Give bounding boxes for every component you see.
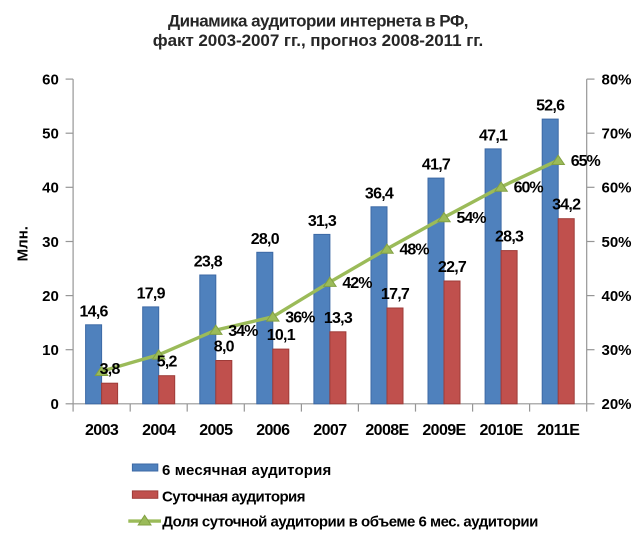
svg-text:50%: 50% (602, 234, 632, 251)
svg-text:Суточная аудитория: Суточная аудитория (162, 489, 305, 506)
svg-text:20%: 20% (602, 396, 632, 413)
svg-text:54%: 54% (457, 210, 487, 227)
svg-text:23,8: 23,8 (194, 254, 223, 271)
svg-text:2003: 2003 (85, 422, 119, 439)
svg-text:8,0: 8,0 (214, 339, 235, 356)
svg-text:10,1: 10,1 (267, 327, 296, 344)
svg-text:10: 10 (42, 342, 59, 359)
svg-text:40: 40 (42, 180, 59, 197)
svg-text:34,2: 34,2 (552, 197, 581, 214)
svg-text:36,4: 36,4 (365, 185, 394, 202)
svg-text:30: 30 (42, 234, 59, 251)
svg-text:80%: 80% (602, 71, 632, 88)
svg-text:факт 2003-2007 гг., прогноз 20: факт 2003-2007 гг., прогноз 2008-2011 гг… (153, 31, 483, 50)
svg-text:Динамика аудитории интернета в: Динамика аудитории интернета в РФ, (168, 11, 468, 30)
svg-text:2006: 2006 (256, 422, 290, 439)
svg-text:Доля суточной аудитории в объе: Доля суточной аудитории в объеме 6 мес. … (162, 513, 538, 530)
svg-text:20: 20 (42, 288, 59, 305)
svg-text:28,0: 28,0 (251, 231, 280, 248)
svg-text:48%: 48% (400, 242, 430, 259)
svg-text:14,6: 14,6 (80, 303, 109, 320)
svg-text:42%: 42% (342, 275, 372, 292)
svg-text:2010E: 2010E (479, 422, 523, 439)
svg-text:60%: 60% (602, 180, 632, 197)
svg-text:2011E: 2011E (537, 422, 580, 439)
svg-text:2007: 2007 (313, 422, 347, 439)
svg-text:60%: 60% (514, 180, 544, 197)
svg-text:0: 0 (50, 396, 58, 413)
svg-text:28,3: 28,3 (495, 229, 524, 246)
svg-text:30%: 30% (602, 342, 632, 359)
svg-text:Млн.: Млн. (15, 226, 32, 261)
svg-text:2009E: 2009E (422, 422, 466, 439)
svg-text:2004: 2004 (142, 422, 176, 439)
svg-text:17,9: 17,9 (137, 285, 166, 302)
svg-text:52,6: 52,6 (536, 98, 565, 115)
svg-text:31,3: 31,3 (308, 213, 337, 230)
svg-text:34%: 34% (228, 323, 258, 340)
svg-text:50: 50 (42, 126, 59, 143)
svg-text:65%: 65% (571, 153, 601, 170)
svg-text:5,2: 5,2 (157, 354, 178, 371)
svg-text:22,7: 22,7 (438, 259, 467, 276)
svg-text:3,8: 3,8 (100, 361, 121, 378)
svg-text:17,7: 17,7 (381, 286, 410, 303)
svg-text:6 месячная аудитория: 6 месячная аудитория (162, 462, 331, 479)
svg-text:36%: 36% (285, 310, 315, 327)
svg-text:60: 60 (42, 71, 59, 88)
svg-text:2005: 2005 (199, 422, 233, 439)
svg-text:2008E: 2008E (365, 422, 409, 439)
svg-text:13,3: 13,3 (324, 310, 353, 327)
svg-text:41,7: 41,7 (422, 157, 451, 174)
svg-text:70%: 70% (602, 126, 632, 143)
svg-text:47,1: 47,1 (479, 127, 508, 144)
svg-text:40%: 40% (602, 288, 632, 305)
